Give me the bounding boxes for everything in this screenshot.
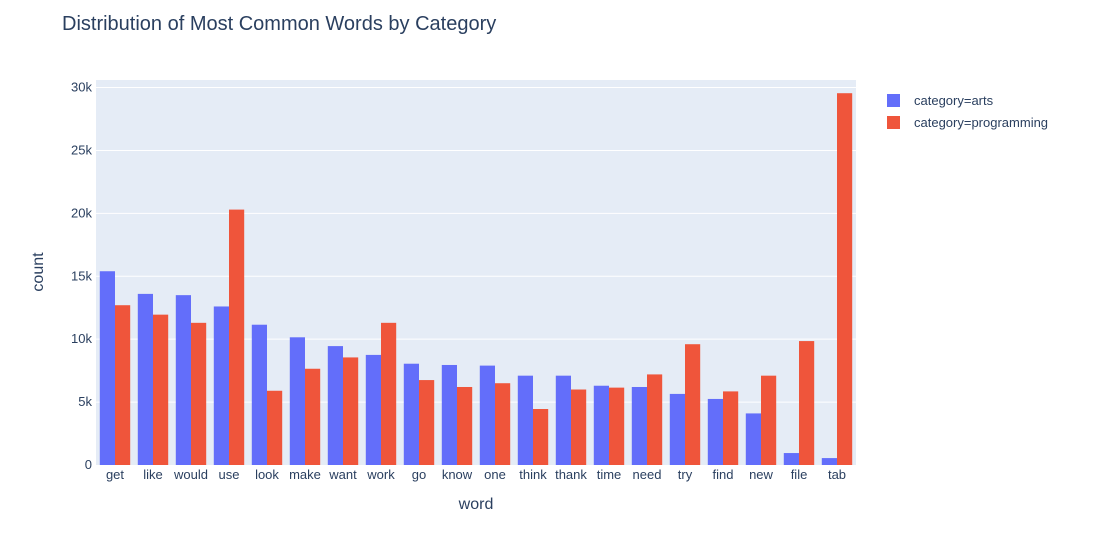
bar-would-programming[interactable] bbox=[191, 322, 207, 465]
x-tick-label: like bbox=[143, 467, 163, 482]
bar-work-arts[interactable] bbox=[365, 354, 381, 465]
bar-thank-arts[interactable] bbox=[555, 375, 571, 465]
y-tick-label: 30k bbox=[71, 80, 92, 95]
bar-one-arts[interactable] bbox=[479, 365, 495, 465]
x-tick-label: work bbox=[366, 467, 395, 482]
bar-get-arts[interactable] bbox=[99, 271, 115, 465]
bar-would-arts[interactable] bbox=[175, 295, 191, 465]
legend[interactable]: category=arts category=programming bbox=[887, 93, 1048, 130]
bars bbox=[99, 93, 853, 465]
y-tick-label: 15k bbox=[71, 268, 92, 283]
bar-need-programming[interactable] bbox=[647, 374, 663, 465]
bar-try-programming[interactable] bbox=[685, 344, 701, 465]
bar-like-programming[interactable] bbox=[153, 314, 169, 465]
bar-time-programming[interactable] bbox=[609, 387, 625, 465]
bar-know-arts[interactable] bbox=[441, 364, 457, 465]
x-tick-label: use bbox=[219, 467, 240, 482]
x-tick-label: think bbox=[519, 467, 547, 482]
x-tick-label: tab bbox=[828, 467, 846, 482]
x-tick-label: get bbox=[106, 467, 124, 482]
bar-think-programming[interactable] bbox=[533, 409, 549, 465]
bar-want-programming[interactable] bbox=[343, 357, 359, 465]
legend-swatch bbox=[887, 94, 900, 107]
x-tick-label: thank bbox=[555, 467, 587, 482]
bar-make-arts[interactable] bbox=[289, 337, 305, 465]
y-axis-title: count bbox=[30, 252, 47, 292]
legend-label: category=programming bbox=[914, 115, 1048, 130]
x-tick-label: need bbox=[633, 467, 662, 482]
bar-go-programming[interactable] bbox=[419, 380, 435, 465]
bar-use-arts[interactable] bbox=[213, 306, 229, 465]
bar-one-programming[interactable] bbox=[495, 383, 511, 465]
x-tick-label: try bbox=[678, 467, 693, 482]
x-tick-label: time bbox=[597, 467, 622, 482]
y-tick-label: 25k bbox=[71, 142, 92, 157]
bar-new-arts[interactable] bbox=[745, 413, 761, 465]
bar-try-arts[interactable] bbox=[669, 393, 685, 465]
x-tick-label: look bbox=[255, 467, 279, 482]
x-tick-label: would bbox=[173, 467, 208, 482]
x-tick-label: know bbox=[442, 467, 473, 482]
legend-swatch bbox=[887, 116, 900, 129]
legend-label: category=arts bbox=[914, 93, 994, 108]
bar-new-programming[interactable] bbox=[761, 375, 777, 465]
x-tick-label: make bbox=[289, 467, 321, 482]
y-tick-labels: 0 5k 10k 15k 20k 25k 30k bbox=[71, 80, 92, 472]
y-tick-label: 10k bbox=[71, 331, 92, 346]
x-tick-label: want bbox=[328, 467, 357, 482]
x-tick-label: file bbox=[791, 467, 808, 482]
x-tick-labels: get like would use look make want work go know one… bbox=[106, 467, 846, 482]
bar-thank-programming[interactable] bbox=[571, 389, 587, 465]
x-axis-title: word bbox=[458, 496, 494, 513]
y-tick-label: 0 bbox=[85, 457, 92, 472]
x-tick-label: one bbox=[484, 467, 506, 482]
plot-background bbox=[96, 80, 856, 465]
bar-tab-programming[interactable] bbox=[837, 93, 853, 465]
bar-time-arts[interactable] bbox=[593, 385, 609, 465]
bar-need-arts[interactable] bbox=[631, 386, 647, 465]
bar-think-arts[interactable] bbox=[517, 375, 533, 465]
bar-want-arts[interactable] bbox=[327, 346, 343, 465]
bar-use-programming[interactable] bbox=[229, 209, 245, 465]
chart-title: Distribution of Most Common Words by Cat… bbox=[62, 13, 496, 35]
bar-make-programming[interactable] bbox=[305, 368, 321, 465]
bar-look-programming[interactable] bbox=[267, 390, 283, 465]
bar-go-arts[interactable] bbox=[403, 363, 419, 465]
x-tick-label: find bbox=[713, 467, 734, 482]
bar-look-arts[interactable] bbox=[251, 324, 267, 465]
x-tick-label: new bbox=[749, 467, 773, 482]
bar-work-programming[interactable] bbox=[381, 322, 397, 465]
bar-find-programming[interactable] bbox=[723, 391, 739, 465]
x-tick-label: go bbox=[412, 467, 426, 482]
bar-file-programming[interactable] bbox=[799, 341, 815, 465]
legend-item[interactable]: category=arts bbox=[887, 93, 994, 108]
bar-like-arts[interactable] bbox=[137, 293, 153, 465]
bar-tab-arts[interactable] bbox=[821, 458, 837, 465]
y-tick-label: 20k bbox=[71, 205, 92, 220]
bar-get-programming[interactable] bbox=[115, 305, 131, 465]
y-tick-label: 5k bbox=[78, 394, 92, 409]
bar-know-programming[interactable] bbox=[457, 386, 473, 465]
bar-file-arts[interactable] bbox=[783, 453, 799, 465]
bar-find-arts[interactable] bbox=[707, 398, 723, 465]
legend-item[interactable]: category=programming bbox=[887, 115, 1048, 130]
